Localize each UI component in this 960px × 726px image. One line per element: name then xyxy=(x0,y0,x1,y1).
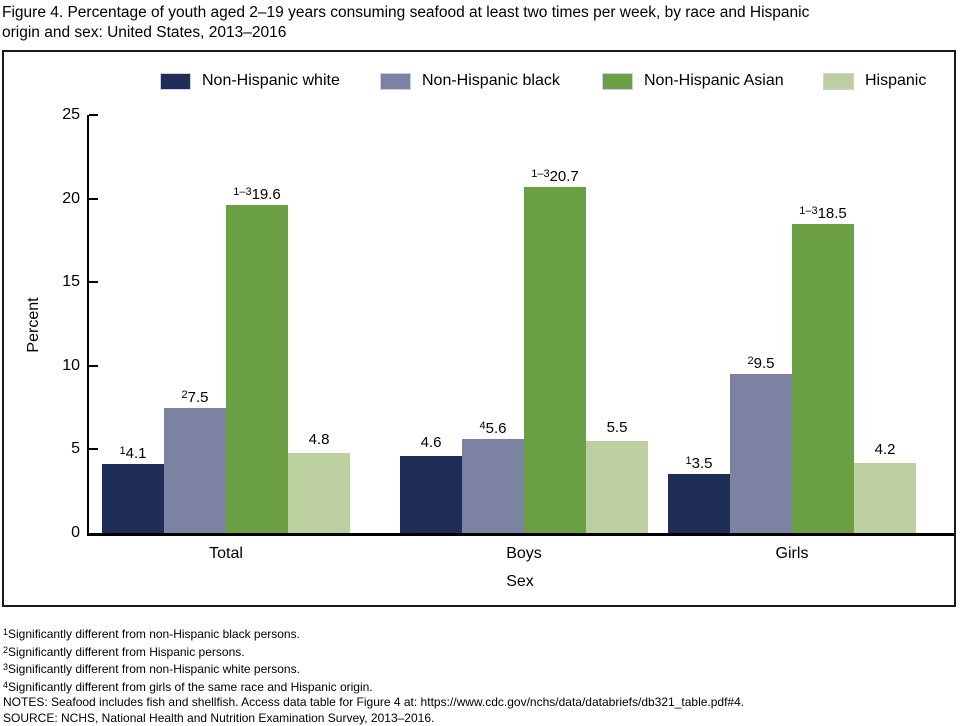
legend-label: Non-Hispanic Asian xyxy=(644,72,784,90)
y-axis-tick-label: 20 xyxy=(42,190,80,208)
x-category-label-total: Total xyxy=(209,545,243,563)
bar-girls-non-hispanic-asian xyxy=(792,224,854,533)
bar-girls-non-hispanic-black xyxy=(730,374,792,533)
bar-value-label: 1–318.5 xyxy=(799,202,847,223)
legend-item: Hispanic xyxy=(823,70,926,92)
legend-item: Non-Hispanic white xyxy=(160,70,340,92)
legend-item: Non-Hispanic Asian xyxy=(602,70,784,92)
legend-swatch-icon xyxy=(602,73,633,90)
figure-title: Figure 4. Percentage of youth aged 2–19 … xyxy=(2,3,954,43)
bar-boys-hispanic xyxy=(586,441,648,533)
bar-value-label: 29.5 xyxy=(748,352,775,373)
y-axis-tick xyxy=(89,365,98,367)
x-axis-line xyxy=(87,533,954,536)
bar-total-non-hispanic-black xyxy=(164,408,226,533)
y-axis-tick xyxy=(89,448,98,450)
y-axis-tick-label: 25 xyxy=(42,106,80,124)
bar-boys-non-hispanic-black xyxy=(462,439,524,533)
bar-value-label: 4.2 xyxy=(875,441,896,459)
y-axis-tick xyxy=(89,281,98,283)
bar-value-label: 45.6 xyxy=(480,417,507,438)
legend-label: Non-Hispanic black xyxy=(422,72,560,90)
legend-item: Non-Hispanic black xyxy=(380,70,560,92)
bar-value-label: 14.1 xyxy=(120,442,147,463)
chart-frame: Non-Hispanic white Non-Hispanic black Non-… xyxy=(2,50,956,607)
bar-girls-hispanic xyxy=(854,463,916,533)
y-axis-title: Percent xyxy=(25,297,43,352)
x-category-label-girls: Girls xyxy=(776,545,809,563)
bar-value-label: 1–319.6 xyxy=(233,183,281,204)
legend-label: Non-Hispanic white xyxy=(202,72,340,90)
y-axis-tick-label: 15 xyxy=(42,273,80,291)
bar-total-non-hispanic-white xyxy=(102,464,164,533)
footnote-line: 3Significantly different from non-Hispan… xyxy=(3,660,957,678)
bar-boys-non-hispanic-asian xyxy=(524,187,586,533)
legend-swatch-icon xyxy=(380,73,411,90)
x-category-label-boys: Boys xyxy=(506,545,542,563)
bar-total-non-hispanic-asian xyxy=(226,205,288,533)
bar-value-label: 5.5 xyxy=(607,419,628,437)
legend-swatch-icon xyxy=(160,73,191,90)
y-axis-tick-label: 10 xyxy=(42,357,80,375)
bar-girls-non-hispanic-white xyxy=(668,474,730,533)
footnote-line: 4Significantly different from girls of t… xyxy=(3,678,957,696)
legend-label: Hispanic xyxy=(865,72,926,90)
footnote-line: 2Significantly different from Hispanic p… xyxy=(3,643,957,661)
legend-swatch-icon xyxy=(823,73,854,90)
footnote-line: NOTES: Seafood includes fish and shellfi… xyxy=(3,695,957,711)
bar-value-label: 4.6 xyxy=(421,434,442,452)
bar-value-label: 4.8 xyxy=(309,431,330,449)
bar-total-hispanic xyxy=(288,453,350,533)
bar-value-label: 1–320.7 xyxy=(531,165,579,186)
y-axis-tick xyxy=(89,198,98,200)
footnotes: 1Significantly different from non-Hispan… xyxy=(3,625,957,726)
y-axis-tick xyxy=(89,114,98,116)
bar-value-label: 27.5 xyxy=(182,386,209,407)
footnote-line: SOURCE: NCHS, National Health and Nutrit… xyxy=(3,711,957,726)
bar-boys-non-hispanic-white xyxy=(400,456,462,533)
y-axis-tick-label: 0 xyxy=(42,524,80,542)
y-axis-line xyxy=(87,115,89,535)
bar-value-label: 13.5 xyxy=(686,452,713,473)
y-axis-tick-label: 5 xyxy=(42,440,80,458)
footnote-line: 1Significantly different from non-Hispan… xyxy=(3,625,957,643)
x-axis-title: Sex xyxy=(506,573,534,591)
